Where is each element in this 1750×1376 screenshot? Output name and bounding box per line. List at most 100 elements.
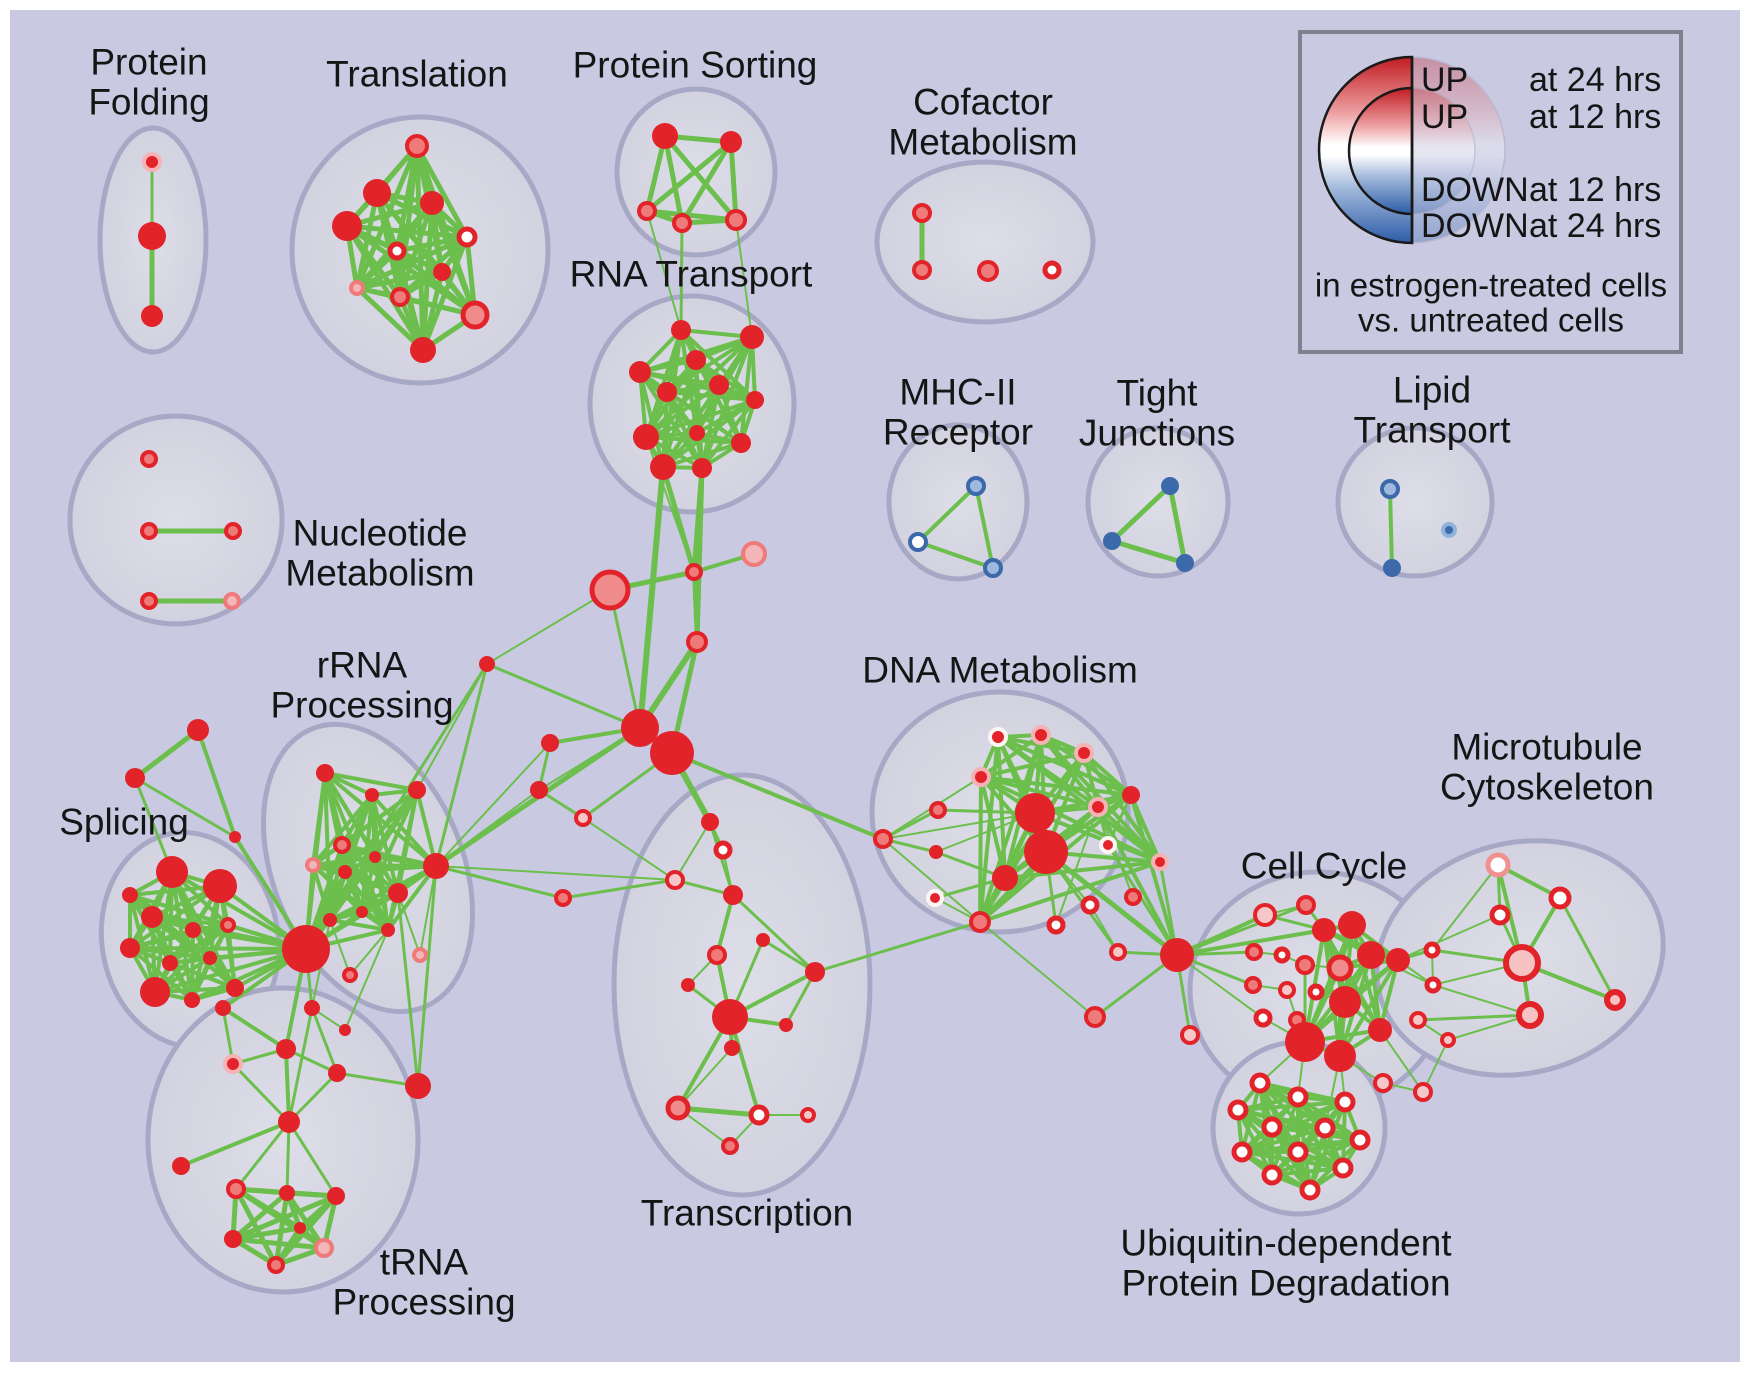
network-edge <box>679 328 757 402</box>
gene-node-cc21 <box>1413 1082 1433 1102</box>
gene-node-ps3 <box>637 201 657 221</box>
gene-node-rr8 <box>388 883 408 903</box>
network-edge <box>394 248 478 318</box>
gene-node-mtb1 <box>1423 941 1441 959</box>
network-edge <box>674 821 711 881</box>
gene-node-dm11 <box>969 911 991 933</box>
network-edge <box>132 727 201 781</box>
gene-node-mt4 <box>1503 944 1541 982</box>
gene-node-rr14 <box>342 967 358 983</box>
legend-down-12-time: at 12 hrs <box>1529 171 1661 209</box>
gene-node-tn11 <box>267 1256 285 1274</box>
network-edge <box>287 1006 314 1124</box>
gene-node-tc4 <box>723 885 743 905</box>
cluster-label-microtubule-cytoskeleton: Cytoskeleton <box>1440 767 1654 808</box>
network-edge <box>882 812 1036 840</box>
cluster-ellipse-lipid-transport <box>1335 425 1495 579</box>
network-edge <box>882 838 981 923</box>
network-edge <box>1033 811 1162 864</box>
gene-node-rr2 <box>365 788 379 802</box>
gene-node-ch5 <box>621 709 659 747</box>
gene-node-tr10 <box>460 300 490 330</box>
gene-node-dm4 <box>971 767 991 787</box>
network-edge <box>739 335 754 445</box>
network-edge <box>996 735 1162 864</box>
network-edge <box>285 1120 291 1195</box>
gene-node-rt9 <box>689 425 705 441</box>
network-edge <box>916 484 978 544</box>
gene-node-tr2 <box>363 179 391 207</box>
network-edge <box>1270 1125 1345 1170</box>
network-edge <box>1322 928 1400 962</box>
network-edge <box>1378 958 1400 1032</box>
gene-node-rr10 <box>323 913 337 927</box>
network-edge <box>1043 849 1180 958</box>
gene-node-sp10 <box>140 977 170 1007</box>
gene-node-dm17 <box>1109 943 1127 961</box>
network-edge <box>1129 793 1179 957</box>
legend-up-12-label: UP <box>1421 98 1468 136</box>
network-edge <box>608 588 642 730</box>
legend-caption-line2: vs. untreated cells <box>1358 302 1624 339</box>
cluster-label-ubiquitin-degradation: Protein Degradation <box>1121 1263 1450 1304</box>
network-edge <box>485 662 642 730</box>
gene-node-ub11 <box>1332 1157 1354 1179</box>
cluster-label-microtubule-cytoskeleton: Microtubule <box>1451 727 1642 768</box>
network-edge <box>731 893 817 974</box>
network-edge <box>1388 487 1394 570</box>
gene-node-mt2 <box>1548 886 1572 910</box>
network-edge <box>637 464 666 731</box>
network-edge <box>978 775 983 924</box>
cluster-label-ubiquitin-degradation: Ubiquitin-dependent <box>1120 1223 1452 1264</box>
network-edge <box>646 210 682 331</box>
gene-node-tn2 <box>276 1039 296 1059</box>
network-edge <box>287 1071 339 1124</box>
gene-node-pf3 <box>141 305 163 327</box>
cluster-label-nucleotide-metabolism: Metabolism <box>285 553 474 594</box>
gene-node-cc7 <box>1273 946 1291 964</box>
gene-node-cc12 <box>1278 981 1296 999</box>
cluster-label-mhc-ii-receptor: Receptor <box>883 412 1033 453</box>
network-edge <box>679 139 734 226</box>
gene-node-rr3 <box>408 781 426 799</box>
gene-node-sp7 <box>120 938 140 958</box>
gene-node-rr6 <box>338 865 352 879</box>
gene-node-rrhub <box>423 853 449 879</box>
gene-node-tr6 <box>387 241 407 261</box>
network-edge <box>784 970 817 1027</box>
gene-node-st2 <box>125 768 145 788</box>
gene-node-cc10 <box>1386 948 1410 972</box>
legend-box <box>1298 30 1683 354</box>
network-edge <box>1082 751 1133 797</box>
network-edge <box>133 776 237 839</box>
gene-node-rt7 <box>746 391 764 409</box>
cluster-label-nucleotide-metabolism: Nucleotide <box>293 513 468 554</box>
gene-node-dm12 <box>1046 915 1066 935</box>
gene-node-cc2 <box>1296 895 1316 915</box>
gene-node-ub5 <box>1261 1116 1283 1138</box>
network-edge <box>344 223 426 353</box>
network-edge <box>978 860 1162 924</box>
network-edge <box>349 929 389 976</box>
network-edge <box>979 775 1007 880</box>
network-edge <box>974 484 995 570</box>
network-edge <box>692 570 699 644</box>
network-edge <box>435 865 676 881</box>
network-edge <box>979 775 1100 809</box>
gene-node-sp5 <box>185 922 201 938</box>
network-edge <box>644 139 734 214</box>
gene-node-tn12 <box>294 1222 306 1234</box>
network-edge <box>435 789 540 867</box>
cluster-label-lipid-transport: Lipid <box>1393 370 1471 411</box>
gene-node-rr4 <box>333 836 351 854</box>
gene-node-ch6 <box>650 731 694 775</box>
gene-node-tc7 <box>756 933 770 947</box>
legend: UP at 24 hrs UP at 12 hrs DOWN at 12 hrs… <box>1298 30 1683 354</box>
network-edge <box>661 441 743 469</box>
network-edge <box>761 938 817 974</box>
network-edge <box>415 788 438 868</box>
gene-node-sp9 <box>203 951 217 965</box>
gene-node-cc11 <box>1244 976 1262 994</box>
network-edge <box>979 733 1043 779</box>
